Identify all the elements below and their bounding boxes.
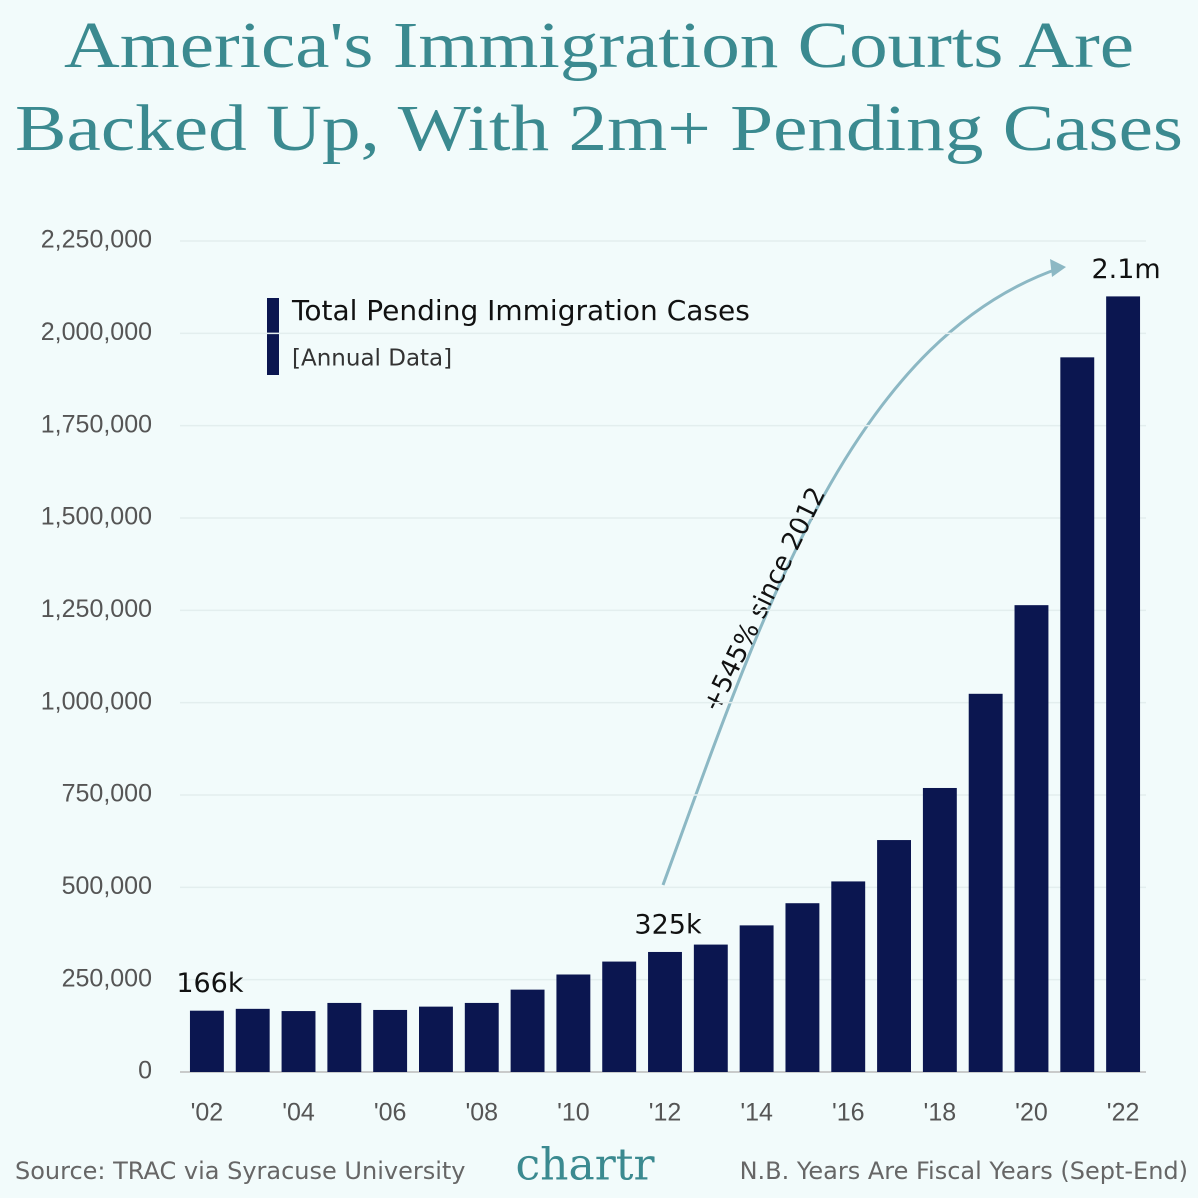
legend-subtitle: [Annual Data] [292,346,452,372]
x-tick-label: '16 [832,1099,865,1127]
value-label: 2.1m [1091,254,1160,285]
bar [877,840,911,1072]
bar [602,961,637,1072]
bar [510,989,545,1072]
bar [1106,296,1141,1072]
legend-swatch [267,298,279,375]
y-tick-label: 1,000,000 [41,687,152,715]
bar [1014,605,1049,1072]
chart-title: Backed Up, With 2m+ Pending Cases [15,92,1183,165]
bar [235,1008,270,1072]
bar [419,1006,453,1072]
y-tick-label: 2,250,000 [41,226,152,254]
bar [189,1010,224,1072]
note: N.B. Years Are Fiscal Years (Sept-End) [740,1157,1188,1185]
chart-title: America's Immigration Courts Are [64,9,1134,82]
bar [922,787,957,1072]
legend-title: Total Pending Immigration Cases [291,294,750,327]
value-label: 325k [634,909,702,940]
x-tick-label: '12 [649,1099,682,1127]
bar [739,925,774,1072]
y-tick-label: 2,000,000 [41,318,152,346]
x-tick-label: '18 [924,1099,957,1127]
bar [556,974,591,1072]
y-tick-label: 0 [138,1057,152,1085]
x-tick-label: '14 [740,1099,773,1127]
bar [968,693,1003,1072]
arrow-head [1050,259,1066,277]
y-tick-label: 1,500,000 [41,503,152,531]
x-tick-label: '22 [1107,1099,1140,1127]
x-tick-label: '02 [191,1099,224,1127]
x-tick-label: '06 [374,1099,407,1127]
annotation-arrow [661,266,1061,886]
y-tick-label: 750,000 [62,780,152,808]
bar [831,881,866,1072]
y-tick-label: 1,750,000 [41,410,152,438]
bar [327,1002,362,1072]
y-tick-label: 1,250,000 [41,595,152,623]
bar [281,1011,316,1072]
y-tick-label: 500,000 [62,872,152,900]
x-tick-label: '10 [557,1099,590,1127]
bar [785,903,820,1072]
x-tick-label: '20 [1015,1099,1048,1127]
bar [648,951,682,1072]
brand: chartr [516,1140,656,1191]
x-tick-label: '08 [465,1099,498,1127]
bar [464,1002,499,1072]
value-label: 166k [176,968,244,999]
bar [1060,357,1095,1073]
bar [693,944,728,1072]
source: Source: TRAC via Syracuse University [15,1157,465,1185]
bar [373,1009,408,1072]
y-tick-label: 250,000 [62,964,152,992]
x-tick-label: '04 [282,1099,315,1127]
